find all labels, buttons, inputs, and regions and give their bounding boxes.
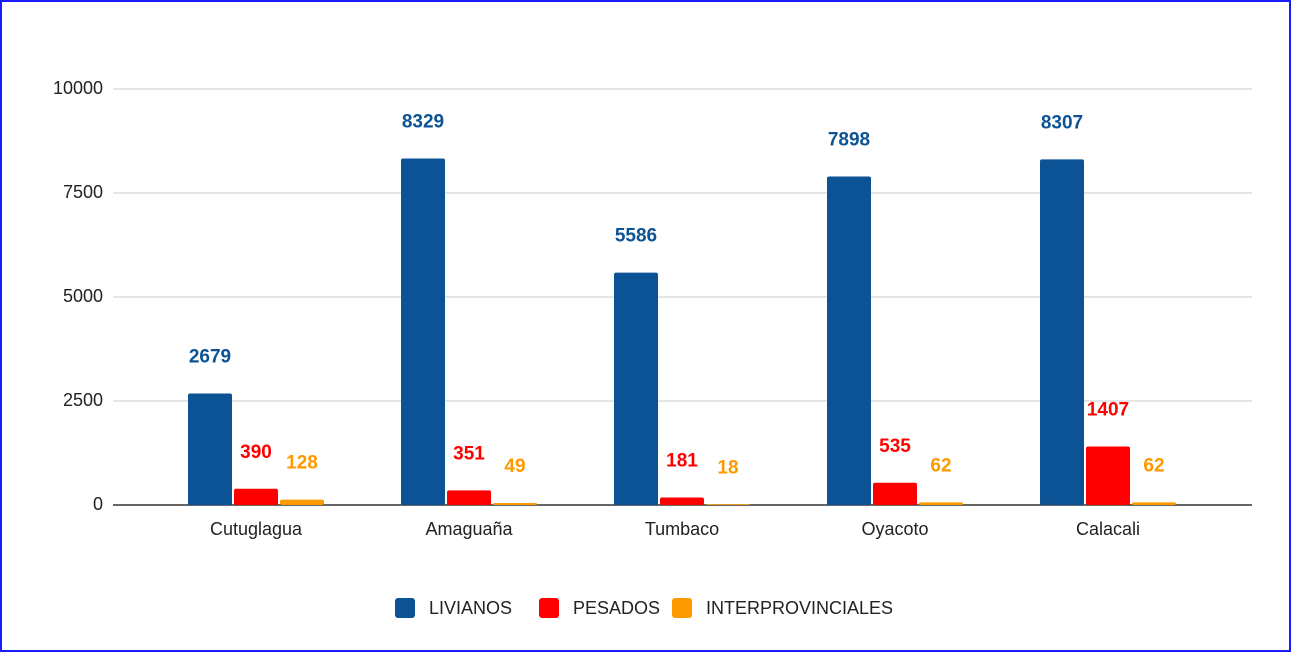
bar [827,176,871,505]
x-tick-label: Tumbaco [645,519,719,539]
value-label: 49 [504,456,525,477]
bar [706,504,750,505]
y-tick-label: 7500 [63,182,103,202]
legend-label: INTERPROVINCIALES [706,598,893,618]
legend-swatch [539,598,559,618]
bar [234,488,278,505]
value-label: 62 [1143,455,1164,476]
bar [660,497,704,505]
legend-swatch [395,598,415,618]
x-tick-label: Amaguaña [425,519,513,539]
value-label: 2679 [189,347,231,368]
bar [188,393,232,505]
value-label: 18 [717,457,738,478]
bar [1132,502,1176,505]
value-label: 8329 [402,112,444,133]
x-tick-label: Calacali [1076,519,1140,539]
legend-label: PESADOS [573,598,660,618]
bar [919,502,963,505]
value-label: 351 [453,443,485,464]
y-tick-label: 0 [93,494,103,514]
bar [873,482,917,505]
bar [1040,159,1084,505]
value-label: 5586 [615,226,657,247]
value-label: 8307 [1041,112,1083,133]
value-label: 535 [879,436,911,457]
value-label: 390 [240,442,272,463]
value-label: 1407 [1087,399,1129,420]
value-label: 128 [286,453,318,474]
legend-label: LIVIANOS [429,598,512,618]
x-tick-label: Cutuglagua [210,519,303,539]
value-label: 62 [930,455,951,476]
value-label: 181 [666,450,698,471]
bar [614,272,658,505]
bar [1086,446,1130,505]
bar [447,490,491,505]
x-tick-label: Oyacoto [861,519,928,539]
y-tick-label: 2500 [63,390,103,410]
legend-swatch [672,598,692,618]
y-tick-label: 10000 [53,78,103,98]
y-tick-label: 5000 [63,286,103,306]
bar [401,158,445,505]
value-label: 7898 [828,129,870,150]
bar [493,502,537,505]
bar [280,499,324,505]
